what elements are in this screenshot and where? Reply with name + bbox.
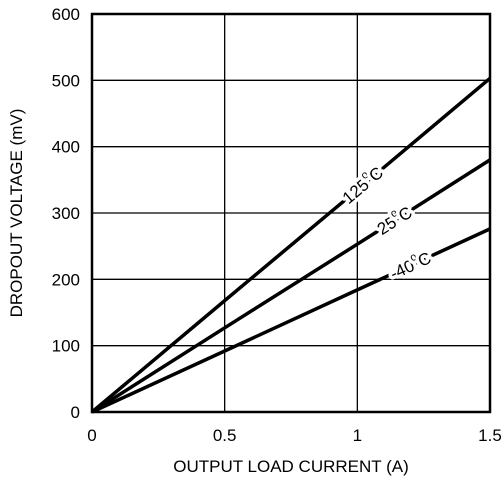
y-tick-label: 0 [71, 403, 80, 422]
y-tick-label: 400 [52, 138, 80, 157]
y-tick-label: 100 [52, 337, 80, 356]
series-line [91, 158, 491, 414]
y-tick-label: 500 [52, 71, 80, 90]
series-line [91, 227, 491, 414]
x-tick-label: 1.5 [478, 426, 501, 445]
x-tick-label: 0 [87, 426, 96, 445]
y-tick-label: 600 [52, 5, 80, 24]
series-label-group: -40oC [383, 244, 437, 286]
series-label: 125oC [337, 161, 387, 208]
y-axis-title: DROPOUT VOLTAGE (mV) [7, 109, 26, 318]
grid-lines [92, 14, 490, 412]
plot-frame [90, 12, 492, 414]
series-label: -40oC [386, 246, 434, 283]
data-series [90, 76, 492, 414]
y-tick-label: 200 [52, 270, 80, 289]
x-axis-title: OUTPUT LOAD CURRENT (A) [173, 457, 409, 476]
y-tick-label: 300 [52, 204, 80, 223]
series-label: 25oC [372, 200, 415, 238]
series-line [90, 76, 492, 414]
series-label-group: 25oC [370, 199, 419, 242]
tick-labels: 0 100 200 300 400 500 600 0 0.5 1 1.5 [52, 5, 501, 445]
x-tick-label: 1 [353, 426, 362, 445]
series-label-group: 125oC [335, 159, 390, 211]
x-tick-label: 0.5 [213, 426, 237, 445]
